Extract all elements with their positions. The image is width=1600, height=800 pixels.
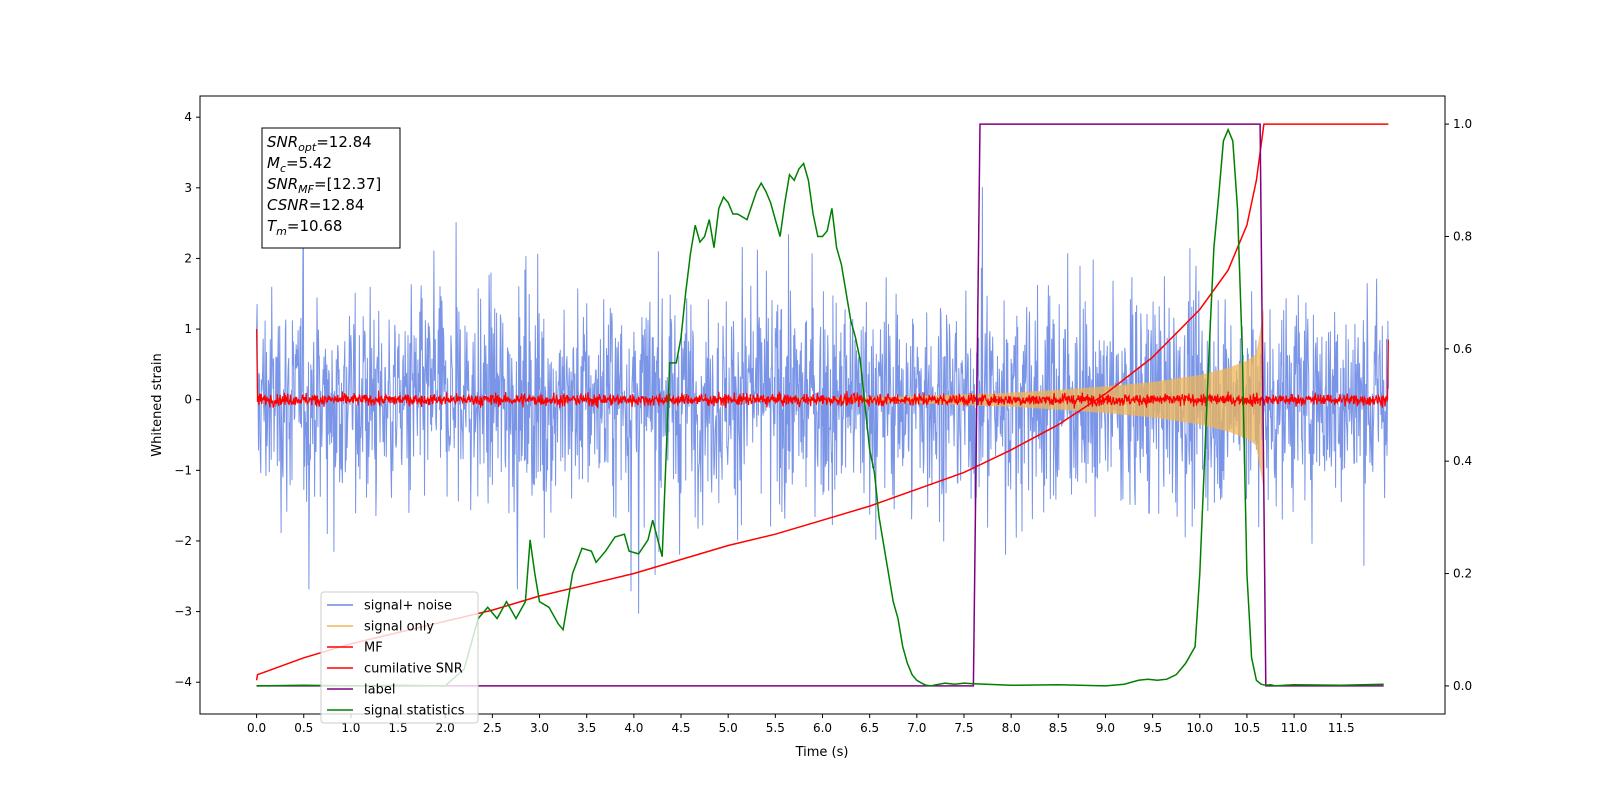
- x-tick-label: 4.0: [624, 721, 643, 735]
- x-tick-label: 2.5: [483, 721, 502, 735]
- x-tick-label: 1.0: [341, 721, 360, 735]
- annotation-line: Mc=5.42: [267, 154, 332, 175]
- y-left-tick-label: 3: [184, 181, 192, 195]
- x-tick-label: 5.0: [719, 721, 738, 735]
- annotation-line: SNRopt=12.84: [267, 133, 372, 154]
- x-axis: 0.0 0.5 1.0 1.5 2.0 2.5 3.0 3.5 4.0 4.5 5.0 5.5 6.0 6…: [247, 714, 1355, 735]
- annotation-symbol: SNR: [267, 133, 298, 151]
- x-tick-label: 6.0: [813, 721, 832, 735]
- legend-frame: [320, 591, 479, 724]
- y-right-tick-label: 1.0: [1453, 117, 1472, 131]
- legend-entry: signal+ noise: [364, 599, 452, 614]
- annotation-symbol: SNR: [267, 175, 298, 193]
- x-tick-label: 0.5: [294, 721, 313, 735]
- legend: signal+ noise signal only MF cumilative SNR…: [320, 591, 479, 724]
- y-left-tick-label: −2: [174, 534, 192, 548]
- annotation-subscript: MF: [298, 183, 314, 196]
- y-axis-right: 0.0 0.2 0.4 0.6 0.8 1.0: [1445, 117, 1472, 693]
- annotation-symbol: CSNR: [267, 196, 309, 214]
- x-tick-label: 7.0: [907, 721, 926, 735]
- signal-noise-line: [256, 187, 1389, 614]
- y-left-tick-label: −3: [174, 605, 192, 619]
- x-tick-label: 8.0: [1002, 721, 1021, 735]
- y-axis-label: Whitened strain: [150, 353, 165, 456]
- x-tick-label: 4.5: [671, 721, 690, 735]
- y-right-tick-label: 0.2: [1453, 567, 1472, 581]
- legend-entry: label: [364, 683, 395, 698]
- x-tick-label: 9.0: [1096, 721, 1115, 735]
- x-tick-label: 6.5: [860, 721, 879, 735]
- x-tick-label: 10.5: [1234, 721, 1261, 735]
- y-left-tick-label: 2: [184, 251, 192, 265]
- signal-statistics-line: [256, 127, 1384, 687]
- y-right-tick-label: 0.0: [1453, 679, 1472, 693]
- annotation-value: =12.84: [316, 133, 372, 151]
- annotation-line: CSNR=12.84: [267, 196, 364, 214]
- x-tick-label: 11.5: [1328, 721, 1355, 735]
- x-tick-label: 0.0: [247, 721, 266, 735]
- annotation-box: SNRopt=12.84Mc=5.42SNRMF=[12.37]CSNR=12.…: [261, 127, 401, 249]
- x-tick-label: 3.5: [577, 721, 596, 735]
- mf-line: [256, 329, 1389, 409]
- legend-entry: signal only: [364, 620, 434, 635]
- series-signal-noise: [256, 187, 1389, 614]
- legend-entry: cumilative SNR: [364, 662, 463, 677]
- x-tick-label: 1.5: [389, 721, 408, 735]
- annotation-symbol: M: [267, 154, 280, 172]
- x-tick-label: 11.0: [1281, 721, 1308, 735]
- legend-entry: signal statistics: [364, 704, 465, 719]
- x-tick-label: 7.5: [954, 721, 973, 735]
- y-right-tick-label: 0.8: [1453, 229, 1472, 243]
- annotation-value: =5.42: [286, 154, 332, 172]
- annotation-value: =[12.37]: [314, 175, 381, 193]
- x-tick-label: 3.0: [530, 721, 549, 735]
- annotation-value: =12.84: [309, 196, 365, 214]
- annotation-symbol: T: [267, 217, 278, 235]
- x-tick-label: 2.0: [436, 721, 455, 735]
- annotation-line: Tm=10.68: [267, 217, 342, 238]
- x-tick-label: 9.5: [1143, 721, 1162, 735]
- annotation-subscript: c: [280, 162, 286, 175]
- annotation-subscript: opt: [298, 141, 317, 154]
- annotation-value: =10.68: [287, 217, 343, 235]
- y-left-tick-label: 4: [184, 110, 192, 124]
- annotation-line: SNRMF=[12.37]: [267, 175, 381, 196]
- y-left-tick-label: −1: [174, 463, 192, 477]
- x-tick-label: 10.0: [1186, 721, 1213, 735]
- y-left-tick-label: 0: [184, 393, 192, 407]
- series-mf: [256, 329, 1389, 409]
- annotation-subscript: m: [276, 225, 287, 238]
- y-axis-left: −4 −3 −2 −1 0 1 2 3 4: [174, 110, 200, 689]
- y-left-tick-label: 1: [184, 322, 192, 336]
- x-tick-label: 8.5: [1049, 721, 1068, 735]
- y-right-tick-label: 0.4: [1453, 454, 1472, 468]
- series-signal-statistics: [256, 127, 1384, 687]
- y-right-tick-label: 0.6: [1453, 342, 1472, 356]
- x-tick-label: 5.5: [766, 721, 785, 735]
- annotation-frame: [261, 127, 401, 249]
- legend-entry: MF: [364, 641, 383, 656]
- y-left-tick-label: −4: [174, 675, 192, 689]
- x-axis-label: Time (s): [795, 745, 849, 760]
